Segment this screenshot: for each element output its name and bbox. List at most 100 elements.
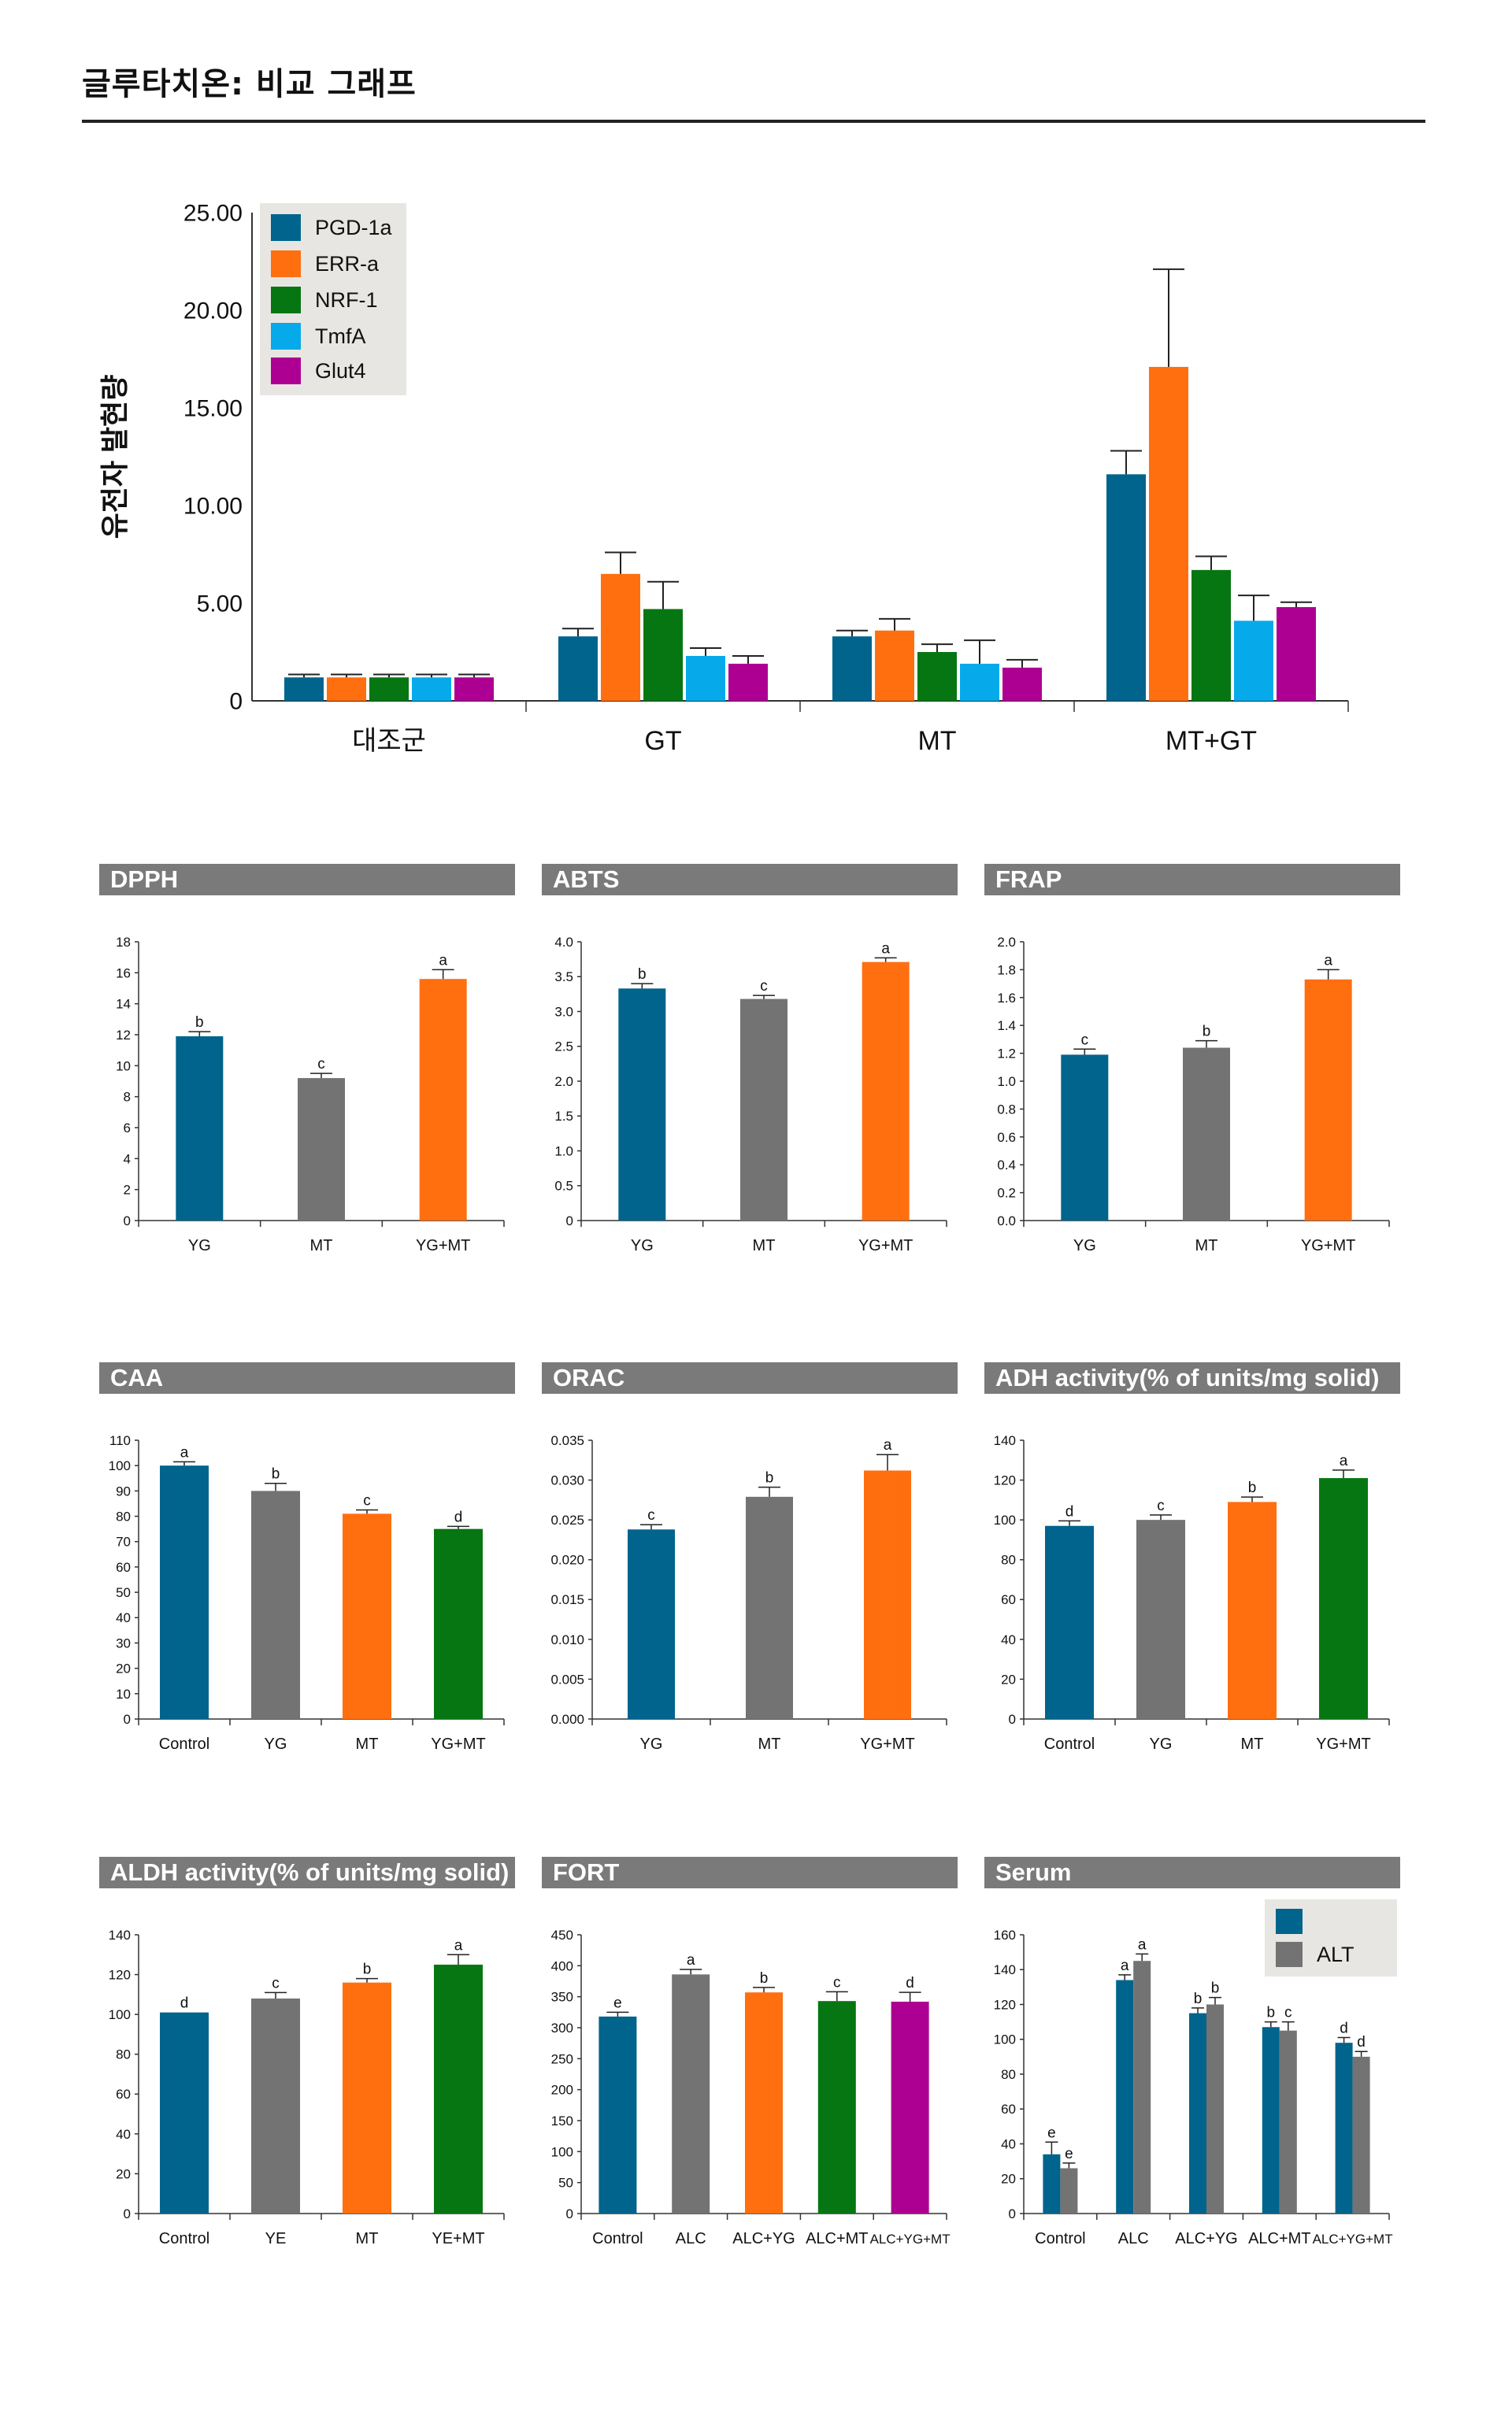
caa-bar: [160, 1465, 209, 1719]
orac-y-tick-label: 0.030: [550, 1473, 584, 1488]
caa-significance-label: a: [180, 1444, 189, 1461]
dpph-significance-label: b: [195, 1014, 204, 1031]
orac-y-tick-label: 0.015: [550, 1592, 584, 1607]
legend-label: PGD-1a: [315, 215, 392, 239]
serum-category-label: ALC: [1118, 2230, 1149, 2247]
abts-bar: [618, 988, 666, 1221]
fort-category-label: Control: [592, 2230, 643, 2247]
caa-category-label: Control: [159, 1736, 209, 1753]
serum-category-label: ALC+YG: [1175, 2230, 1237, 2247]
main-category-label: 대조군: [352, 726, 426, 756]
panel-header-frap: FRAP: [984, 864, 1400, 895]
serum-category-label: ALC+YG+MT: [1313, 2232, 1393, 2247]
serum-y-tick-label: 80: [1001, 2067, 1016, 2082]
adh-category-label: YG+MT: [1316, 1736, 1370, 1753]
main-y-tick-label: 5.00: [197, 591, 243, 617]
fort-category-label: ALC+YG+MT: [870, 2232, 951, 2247]
abts-y-tick-label: 0.5: [554, 1179, 573, 1194]
dpph-category-label: YG: [188, 1237, 211, 1254]
abts-bar: [862, 961, 910, 1221]
main-y-tick-label: 20.00: [183, 298, 243, 324]
serum-bar: [1352, 2056, 1370, 2214]
serum-y-tick-label: 100: [994, 2032, 1016, 2047]
fort-y-tick-label: 400: [551, 1958, 573, 1973]
main-bar: [728, 663, 768, 701]
dpph-y-tick-label: 0: [124, 1213, 131, 1228]
orac-bar: [628, 1529, 675, 1719]
panel-header-adh: ADH activity(% of units/mg solid): [984, 1362, 1400, 1394]
fort-category-label: ALC+YG: [732, 2230, 795, 2247]
main-y-axis-title: 유전자 발현량: [98, 375, 131, 539]
serum-bar: [1133, 1961, 1151, 2214]
main-bar: [1149, 366, 1188, 701]
serum-bar: [1060, 2168, 1078, 2214]
adh-y-tick-label: 120: [994, 1473, 1016, 1488]
aldh-category-label: MT: [356, 2230, 379, 2247]
fort-bar: [817, 2001, 856, 2214]
serum-significance-label: d: [1357, 2034, 1366, 2051]
fort-significance-label: b: [760, 1970, 769, 1987]
aldh-significance-label: b: [363, 1962, 372, 1978]
serum-y-tick-label: 40: [1001, 2136, 1016, 2151]
orac-significance-label: c: [647, 1507, 655, 1524]
fort-y-tick-label: 450: [551, 1928, 573, 1943]
aldh-y-tick-label: 0: [124, 2206, 131, 2221]
legend-swatch: [1276, 1909, 1303, 1934]
serum-significance-label: b: [1211, 1980, 1220, 1997]
legend-label: Glut4: [315, 358, 366, 383]
main-bar: [1106, 474, 1146, 701]
abts-category-label: YG+MT: [858, 1237, 913, 1254]
serum-significance-label: b: [1194, 1991, 1203, 2007]
serum-bar: [1279, 2030, 1297, 2214]
caa-bar: [434, 1528, 483, 1719]
dpph-y-tick-label: 14: [116, 997, 131, 1012]
aldh-category-label: YE+MT: [432, 2230, 484, 2247]
fort-y-tick-label: 300: [551, 2021, 573, 2036]
caa-significance-label: b: [272, 1466, 280, 1483]
caa-y-tick-label: 90: [116, 1484, 131, 1499]
abts-y-tick-label: 2.5: [554, 1039, 573, 1054]
panel-header-caa: CAA: [99, 1362, 515, 1394]
abts-y-tick-label: 2.0: [554, 1074, 573, 1089]
adh-y-tick-label: 0: [1009, 1712, 1016, 1727]
abts-y-tick-label: 1.0: [554, 1143, 573, 1158]
legend-label: NRF-1: [315, 287, 378, 312]
orac-y-tick-label: 0.000: [550, 1712, 584, 1727]
adh-y-tick-label: 140: [994, 1433, 1016, 1448]
panel-header-serum: Serum: [984, 1857, 1400, 1888]
frap-y-tick-label: 1.2: [997, 1047, 1016, 1061]
orac-category-label: YG+MT: [860, 1736, 914, 1753]
serum-bar: [1189, 2013, 1206, 2214]
caa-significance-label: c: [363, 1493, 371, 1510]
caa-bar: [251, 1491, 300, 1719]
fort-bar: [891, 2001, 929, 2214]
caa-y-tick-label: 30: [116, 1636, 131, 1651]
legend-item-err-a: ERR-a: [271, 250, 379, 277]
adh-category-label: YG: [1150, 1736, 1173, 1753]
orac-bar: [864, 1470, 911, 1719]
aldh-y-tick-label: 140: [109, 1928, 131, 1943]
dpph-y-tick-label: 12: [116, 1028, 131, 1043]
legend-label: ALT: [1317, 1942, 1354, 1966]
panel-header-aldh: ALDH activity(% of units/mg solid): [99, 1857, 515, 1888]
aldh-y-tick-label: 20: [116, 2166, 131, 2181]
caa-y-tick-label: 10: [116, 1687, 131, 1702]
dpph-y-tick-label: 6: [124, 1121, 131, 1136]
legend-item-pgd-1a: PGD-1a: [271, 214, 392, 241]
orac-y-tick-label: 0.005: [550, 1672, 584, 1687]
fort-significance-label: a: [687, 1952, 695, 1969]
fort-significance-label: e: [613, 1995, 622, 2011]
frap-y-tick-label: 0.4: [997, 1158, 1016, 1173]
abts-y-tick-label: 3.0: [554, 1004, 573, 1019]
abts-significance-label: b: [638, 966, 647, 983]
caa-y-tick-label: 40: [116, 1610, 131, 1625]
serum-bar: [1335, 2043, 1353, 2214]
main-bar: [960, 663, 999, 701]
serum-bar: [1043, 2154, 1061, 2214]
abts-bar: [740, 998, 788, 1221]
abts-significance-label: c: [760, 978, 768, 995]
aldh-significance-label: c: [272, 1975, 280, 1991]
caa-y-tick-label: 80: [116, 1509, 131, 1524]
adh-y-tick-label: 80: [1001, 1553, 1016, 1568]
